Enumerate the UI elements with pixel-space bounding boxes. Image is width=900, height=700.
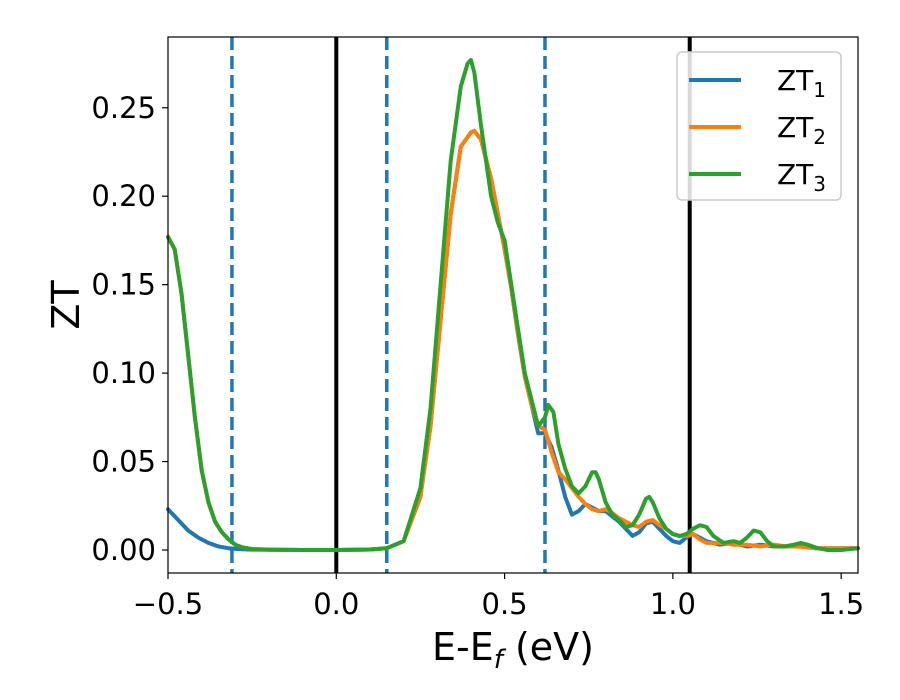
legend-label-3: ZT3 bbox=[777, 158, 826, 196]
x-tick-label-2: 0.5 bbox=[482, 587, 528, 621]
series-line-zt3 bbox=[166, 58, 860, 552]
x-tick-label-3: 1.0 bbox=[650, 587, 696, 621]
x-axis-label-main: E-E bbox=[432, 625, 494, 669]
y-tick-label-3: 0.15 bbox=[91, 268, 156, 302]
legend-label-1: ZT1 bbox=[777, 64, 826, 102]
legend: ZT1 ZT2 ZT3 bbox=[676, 51, 842, 201]
x-axis-label: E-Ef (eV) bbox=[432, 625, 594, 675]
plot-frame bbox=[167, 36, 859, 574]
y-axis-label: ZT bbox=[44, 280, 88, 330]
y-tick-label-0: 0.00 bbox=[91, 533, 156, 567]
x-axis-ticks: −0.5 0.0 0.5 1.0 1.5 bbox=[133, 573, 864, 621]
x-tick-label-4: 1.5 bbox=[818, 587, 864, 621]
reference-lines bbox=[230, 37, 692, 573]
x-tick-label-0: −0.5 bbox=[133, 587, 203, 621]
y-tick-label-5: 0.25 bbox=[91, 91, 156, 125]
x-axis-label-unit: (eV) bbox=[503, 625, 594, 669]
legend-label-2: ZT2 bbox=[777, 111, 826, 149]
legend-box bbox=[676, 51, 842, 201]
y-tick-label-4: 0.20 bbox=[91, 179, 156, 213]
y-tick-label-1: 0.05 bbox=[91, 445, 156, 479]
x-tick-label-1: 0.0 bbox=[313, 587, 359, 621]
y-axis-ticks: 0.00 0.05 0.10 0.15 0.20 0.25 bbox=[91, 91, 168, 567]
series-lines bbox=[166, 58, 860, 552]
y-tick-label-2: 0.10 bbox=[91, 356, 156, 390]
